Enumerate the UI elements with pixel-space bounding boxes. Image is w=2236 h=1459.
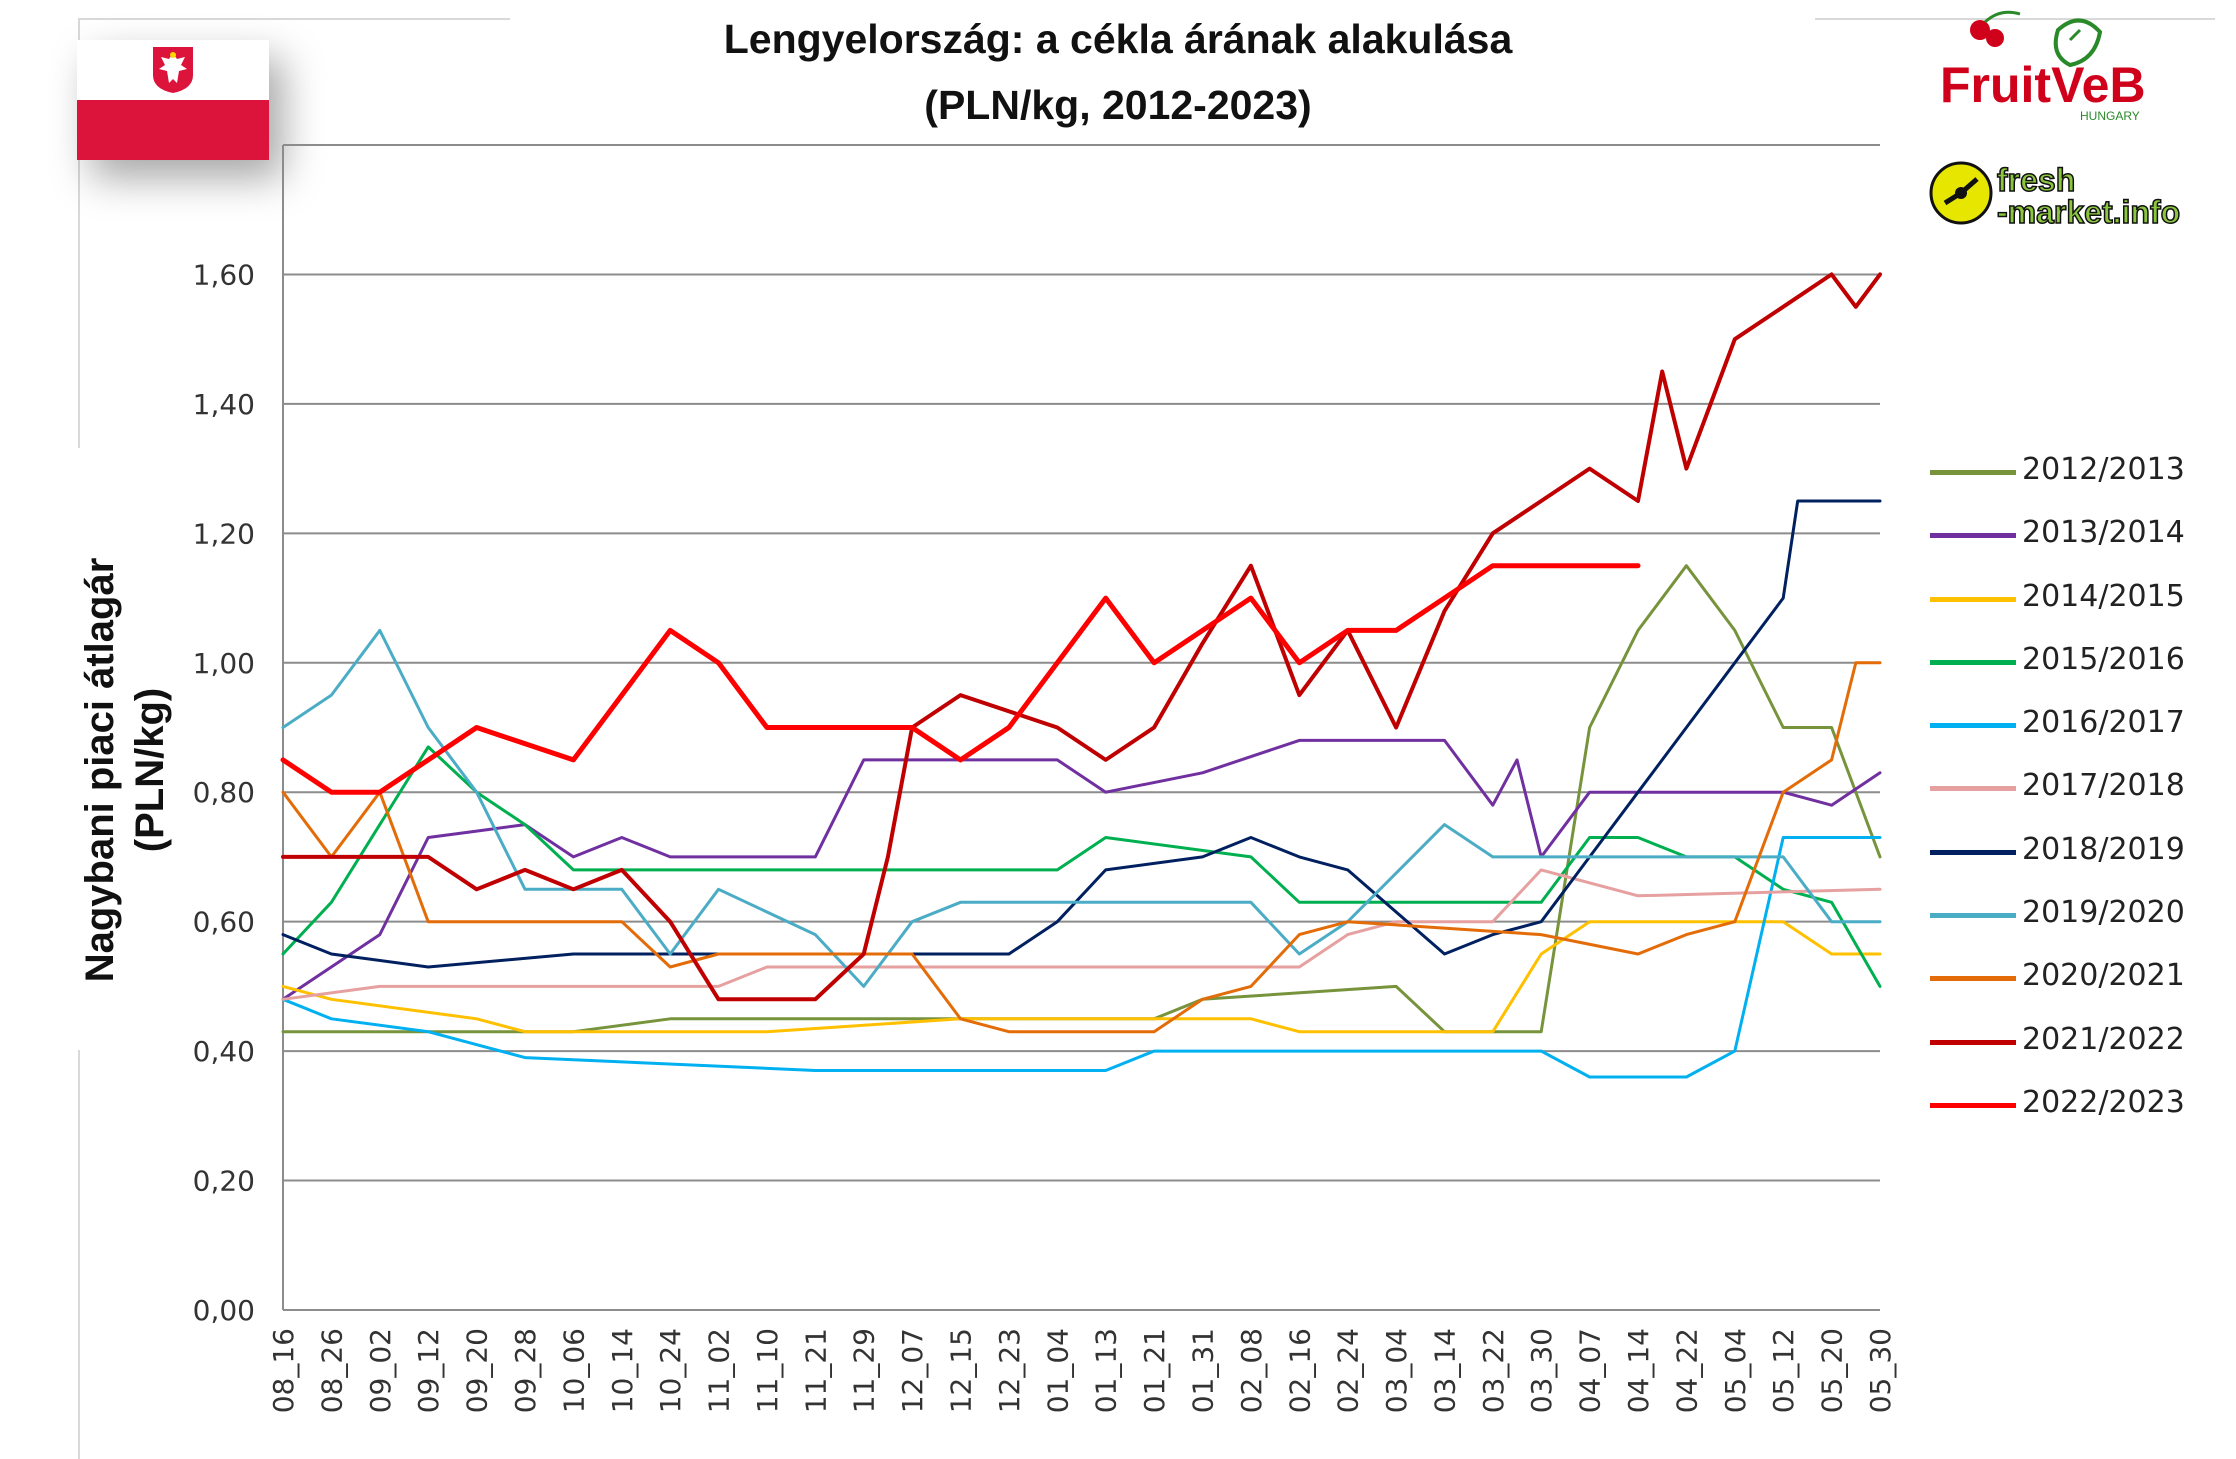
legend-label: 2016/2017 xyxy=(2022,705,2185,741)
y-tick-label: 1,40 xyxy=(193,388,255,421)
legend-swatch xyxy=(1930,596,2016,602)
legend-label: 2015/2016 xyxy=(2022,641,2185,677)
y-tick-label: 0,80 xyxy=(193,776,255,809)
series-line-2014-2015 xyxy=(281,920,1882,1034)
chart-title: Lengyelország: a cékla árának alakulása xyxy=(723,16,1513,62)
series-line-2017-2018 xyxy=(281,868,1882,1001)
x-tick-label: 11_21 xyxy=(799,1328,832,1413)
y-tick-label: 0,20 xyxy=(193,1165,255,1198)
y-tick-label: 0,40 xyxy=(193,1035,255,1068)
x-tick-label: 04_07 xyxy=(1574,1328,1607,1413)
fruitveb-logo-text: FruitVeB xyxy=(1940,57,2146,113)
x-tick-label: 03_22 xyxy=(1477,1328,1510,1413)
series-line-2015-2016 xyxy=(281,745,1882,988)
x-tick-label: 08_26 xyxy=(315,1328,348,1413)
legend-swatch xyxy=(1930,1102,2016,1108)
legend-swatch xyxy=(1930,470,2016,475)
legend-label: 2014/2015 xyxy=(2022,578,2185,614)
eagle-emblem-icon xyxy=(153,47,193,93)
y-tick-label: 1,00 xyxy=(193,647,255,680)
x-tick-label: 01_13 xyxy=(1090,1328,1123,1413)
x-tick-label: 03_04 xyxy=(1380,1328,1413,1413)
legend-label: 2018/2019 xyxy=(2022,831,2185,867)
y-tick-label: 0,60 xyxy=(193,906,255,939)
x-tick-label: 02_08 xyxy=(1235,1328,1268,1413)
legend-swatch xyxy=(1930,849,2016,855)
frame-line-top-left xyxy=(80,18,510,20)
legend-label: 2013/2014 xyxy=(2022,515,2185,551)
poland-flag-icon xyxy=(77,40,269,160)
x-tick-label: 05_04 xyxy=(1719,1328,1752,1413)
freshmarket-logo-line1: fresh xyxy=(1997,162,2075,198)
x-tick-label: 11_10 xyxy=(751,1328,784,1413)
legend-swatch xyxy=(1930,723,2016,729)
x-tick-label: 02_24 xyxy=(1332,1328,1365,1413)
series-line-2021-2022 xyxy=(281,272,1882,1002)
series-line-2013-2014 xyxy=(281,738,1882,1001)
x-tick-label: 11_02 xyxy=(703,1328,736,1413)
legend-swatch xyxy=(1930,786,2016,792)
x-tick-label: 03_30 xyxy=(1525,1328,1558,1413)
series-line-2020-2021 xyxy=(281,661,1882,1034)
legend-label: 2021/2022 xyxy=(2022,1021,2185,1057)
y-tick-label: 1,60 xyxy=(193,258,255,291)
legend-swatch xyxy=(1930,1039,2016,1045)
x-tick-label: 05_20 xyxy=(1816,1328,1849,1413)
freshmarket-logo-line2: -market.info xyxy=(1997,194,2180,230)
series-line-2012-2013 xyxy=(281,564,1882,1034)
fruitveb-logo: FruitVeB HUNGARY xyxy=(1940,10,2146,123)
freshmarket-logo: fresh -market.info xyxy=(1929,161,2181,231)
x-tick-label: 10_06 xyxy=(557,1328,590,1413)
x-tick-label: 10_14 xyxy=(606,1328,639,1413)
x-tick-label: 09_12 xyxy=(412,1328,445,1413)
x-tick-label: 05_30 xyxy=(1864,1328,1897,1413)
x-tick-label: 09_02 xyxy=(364,1328,397,1413)
legend-label: 2012/2013 xyxy=(2022,452,2185,487)
x-tick-label: 01_04 xyxy=(1041,1328,1074,1413)
legend-label: 2019/2020 xyxy=(2022,895,2185,931)
x-tick-label: 01_21 xyxy=(1138,1328,1171,1413)
legend-label: 2017/2018 xyxy=(2022,768,2185,804)
legend-swatch xyxy=(1930,976,2016,982)
x-tick-label: 04_22 xyxy=(1670,1328,1703,1413)
y-tick-label: 0,00 xyxy=(193,1294,255,1327)
series-line-2016-2017 xyxy=(281,836,1882,1079)
legend-swatch xyxy=(1930,913,2016,919)
x-tick-label: 09_20 xyxy=(461,1328,494,1413)
x-tick-label: 11_29 xyxy=(848,1328,881,1413)
x-tick-label: 12_23 xyxy=(993,1328,1026,1413)
chart-subtitle: (PLN/kg, 2012-2023) xyxy=(924,82,1312,128)
series-line-2022-2023 xyxy=(280,563,1641,795)
legend-label: 2022/2023 xyxy=(2022,1084,2185,1120)
x-tick-label: 01_31 xyxy=(1186,1328,1219,1413)
x-tick-label: 05_12 xyxy=(1767,1328,1800,1413)
frame-line-top-right xyxy=(1815,18,2215,20)
series-line-2019-2020 xyxy=(281,628,1882,988)
x-tick-label: 02_16 xyxy=(1283,1328,1316,1413)
y-tick-label: 1,20 xyxy=(193,517,255,550)
frame-line-left xyxy=(78,18,80,448)
legend-swatch xyxy=(1930,533,2016,539)
x-tick-label: 10_24 xyxy=(654,1328,687,1413)
x-tick-label: 08_16 xyxy=(267,1328,300,1413)
frame-line-left-lower xyxy=(78,1050,80,1459)
x-tick-label: 12_07 xyxy=(896,1328,929,1413)
legend-swatch xyxy=(1930,659,2016,665)
x-tick-label: 03_14 xyxy=(1428,1328,1461,1413)
legend-label: 2020/2021 xyxy=(2022,958,2185,994)
x-tick-label: 12_15 xyxy=(945,1328,978,1413)
x-tick-label: 04_14 xyxy=(1622,1328,1655,1413)
x-tick-label: 09_28 xyxy=(509,1328,542,1413)
fruitveb-logo-subtext: HUNGARY xyxy=(2080,109,2140,123)
